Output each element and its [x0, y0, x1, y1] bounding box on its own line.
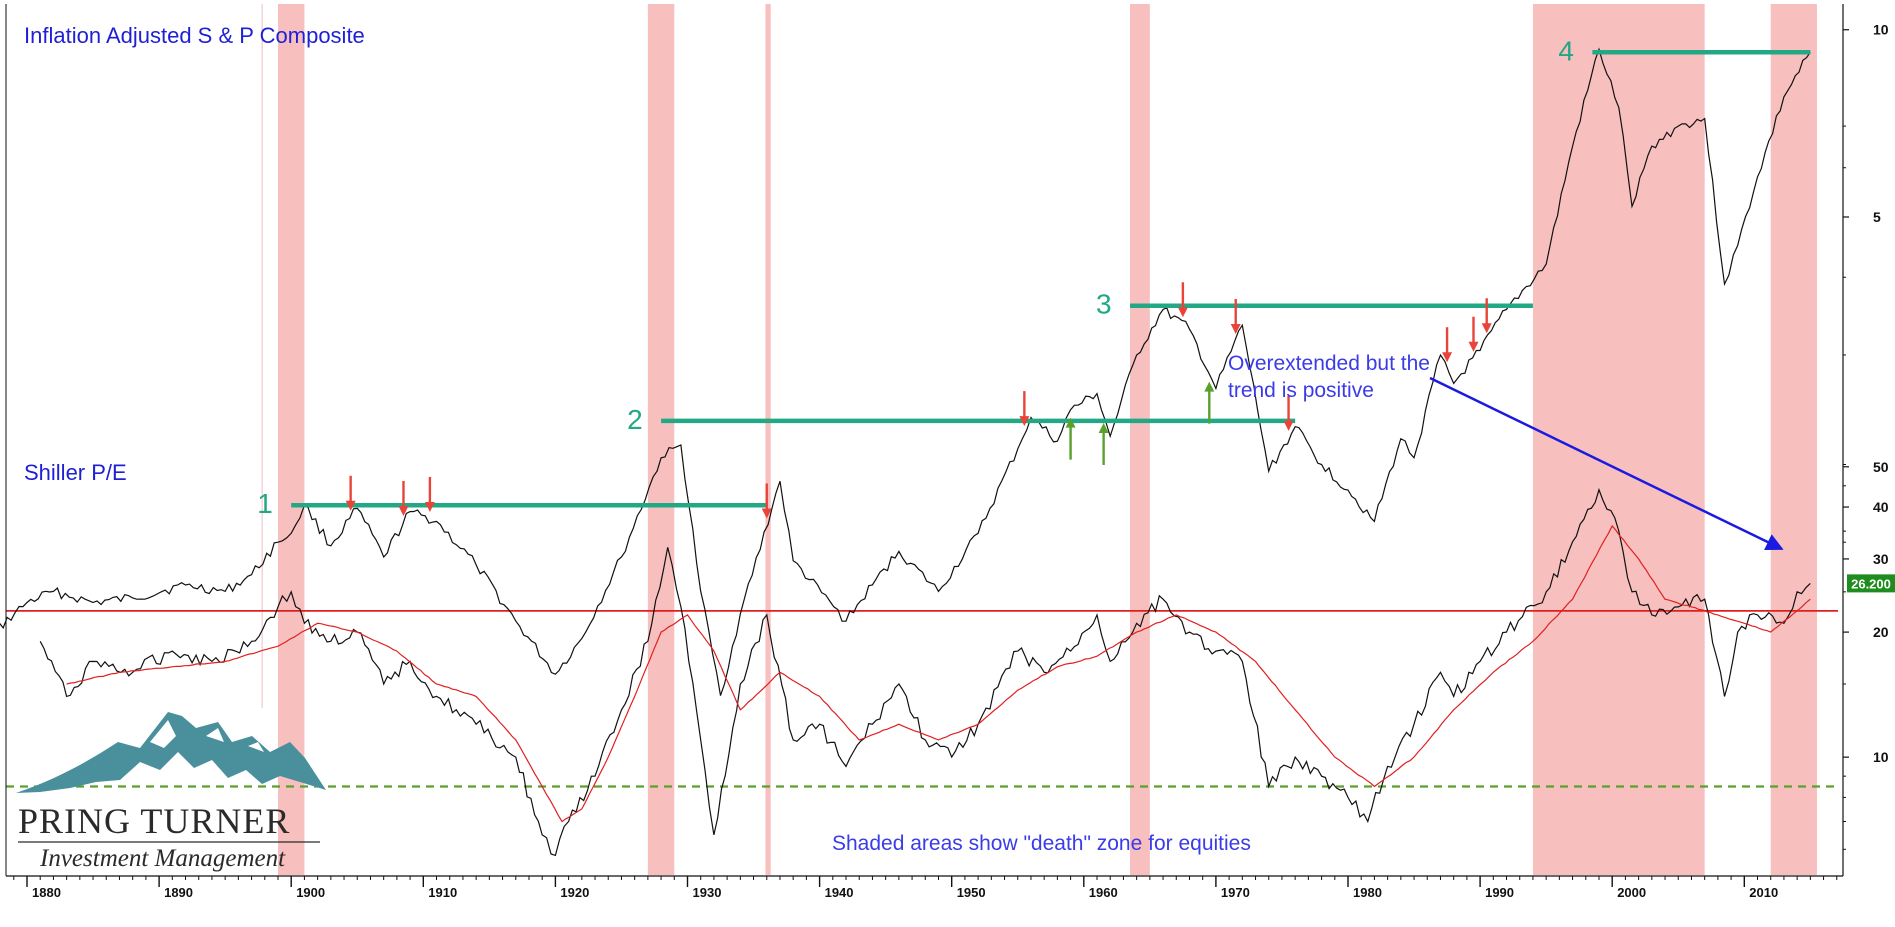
top-chart-title: Inflation Adjusted S & P Composite — [24, 23, 365, 48]
bottom-y-tick-label: 20 — [1873, 624, 1889, 640]
x-tick-label: 1970 — [1221, 885, 1250, 900]
mountain-snow-icon — [150, 720, 264, 752]
x-axis: 1880 1890 1900 1910 1920 1930 1940 1950 1960 1970… — [6, 875, 1843, 900]
overextended-annotation-line2: trend is positive — [1228, 379, 1374, 402]
up-arrow-icon — [1204, 381, 1215, 424]
x-tick-label: 2000 — [1617, 885, 1646, 900]
down-arrow-icon — [1442, 327, 1453, 363]
mountain-icon — [16, 712, 326, 793]
annotation-arrow — [1429, 376, 1784, 551]
down-arrow-head — [345, 500, 356, 511]
down-arrow-head — [1177, 307, 1188, 318]
x-tick-label: 1980 — [1353, 885, 1382, 900]
down-arrow-icon — [398, 480, 409, 516]
down-arrow-icon — [1019, 391, 1030, 427]
current-value-badge — [1847, 574, 1895, 593]
up-arrow-icon — [1098, 422, 1109, 465]
down-arrow-icon — [424, 476, 435, 512]
top-y-tick-label: 5 — [1873, 209, 1881, 225]
level-label-3: 3 — [1096, 289, 1112, 320]
shiller-pe-plot — [39, 487, 1811, 857]
down-arrow-head — [1481, 323, 1492, 334]
breakout-levels: 1 2 3 4 — [257, 35, 1811, 519]
up-arrow-head — [1065, 417, 1076, 428]
shaded-zone-note: Shaded areas show "death" zone for equit… — [832, 832, 1251, 855]
death-zone-1 — [277, 4, 305, 875]
down-arrow-head — [1283, 420, 1294, 431]
down-arrow-head — [1230, 323, 1241, 334]
down-arrow-icon — [761, 483, 772, 519]
x-tick-label: 1950 — [957, 885, 986, 900]
current-value-label: 26.200 — [1851, 576, 1891, 591]
y-axis: 10 5 50 40 30 20 10 26.200 — [5, 4, 1895, 876]
bottom-y-tick-label: 50 — [1873, 459, 1889, 475]
signal-arrows — [345, 282, 1492, 519]
bottom-chart-title: Shiller P/E — [24, 460, 127, 485]
death-zone-6 — [1770, 4, 1817, 875]
shiller-pe-series — [39, 487, 1811, 857]
bottom-y-tick-label: 10 — [1873, 749, 1889, 765]
x-tick-label: 2010 — [1749, 885, 1778, 900]
up-arrow-head — [1098, 422, 1109, 433]
x-tick-label: 1960 — [1089, 885, 1118, 900]
death-zone-2 — [647, 4, 675, 875]
death-zone-3 — [765, 4, 771, 875]
death-zones — [261, 4, 1817, 875]
logo-name: PRING TURNER — [18, 801, 290, 841]
top-y-tick-label: 10 — [1873, 22, 1889, 38]
x-tick-label: 1900 — [296, 885, 325, 900]
x-tick-label: 1990 — [1485, 885, 1514, 900]
sp-composite-plot — [0, 47, 1811, 696]
x-tick-label: 1920 — [560, 885, 589, 900]
down-arrow-icon — [345, 475, 356, 511]
x-tick-label: 1880 — [32, 885, 61, 900]
pe-moving-average-series — [66, 524, 1811, 823]
bottom-y-tick-label: 30 — [1873, 551, 1889, 567]
x-tick-label: 1930 — [693, 885, 722, 900]
reference-lines — [6, 609, 1838, 788]
down-arrow-head — [1019, 416, 1030, 427]
down-arrow-head — [1468, 341, 1479, 352]
level-label-2: 2 — [627, 404, 643, 435]
x-tick-label: 1910 — [428, 885, 457, 900]
down-arrow-icon — [1177, 282, 1188, 318]
death-zone-4 — [1130, 4, 1150, 875]
level-label-1: 1 — [257, 488, 273, 519]
up-arrow-head — [1204, 381, 1215, 392]
company-logo: PRING TURNER Investment Management — [16, 712, 326, 872]
down-arrow-icon — [1230, 298, 1241, 334]
down-arrow-head — [761, 508, 772, 519]
logo-subtitle: Investment Management — [39, 845, 286, 872]
bottom-y-tick-label: 40 — [1873, 499, 1889, 515]
down-arrow-head — [424, 501, 435, 512]
down-arrow-icon — [1481, 298, 1492, 334]
down-arrow-head — [398, 505, 409, 516]
overextended-annotation-line1: Overextended but the — [1228, 352, 1430, 375]
down-arrow-icon — [1283, 395, 1294, 431]
up-arrow-icon — [1065, 417, 1076, 460]
level-label-4: 4 — [1558, 35, 1574, 66]
down-arrow-icon — [1468, 316, 1479, 352]
x-tick-label: 1890 — [164, 885, 193, 900]
down-arrow-head — [1442, 352, 1453, 363]
death-zone-5 — [1532, 4, 1705, 875]
sp-composite-series — [0, 47, 1811, 696]
x-tick-label: 1940 — [825, 885, 854, 900]
